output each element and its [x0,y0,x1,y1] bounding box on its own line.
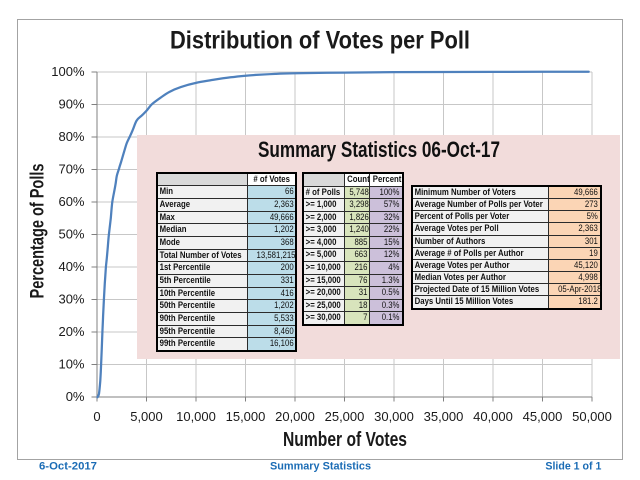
svg-text:Summary Statistics: Summary Statistics [270,461,371,473]
svg-text:5,000: 5,000 [130,409,163,424]
svg-text:90%: 90% [58,97,84,112]
svg-text:70%: 70% [58,162,84,177]
svg-text:20%: 20% [58,324,84,339]
svg-text:15,000: 15,000 [226,409,266,424]
svg-text:10,000: 10,000 [176,409,216,424]
svg-text:40,000: 40,000 [473,409,513,424]
svg-text:50%: 50% [58,227,84,242]
svg-text:0%: 0% [66,389,85,404]
svg-text:50,000: 50,000 [572,409,612,424]
svg-text:0: 0 [93,409,100,424]
svg-text:45,000: 45,000 [523,409,563,424]
svg-text:30,000: 30,000 [374,409,414,424]
svg-text:35,000: 35,000 [424,409,464,424]
svg-text:30%: 30% [58,292,84,307]
svg-text:20,000: 20,000 [275,409,315,424]
svg-text:6-Oct-2017: 6-Oct-2017 [39,461,97,473]
svg-text:100%: 100% [51,64,85,79]
svg-text:10%: 10% [58,357,84,372]
svg-text:Percentage of Polls: Percentage of Polls [28,164,49,299]
svg-text:80%: 80% [58,129,84,144]
svg-text:40%: 40% [58,259,84,274]
svg-text:60%: 60% [58,194,84,209]
svg-text:Slide 1 of 1: Slide 1 of 1 [545,461,601,473]
svg-text:25,000: 25,000 [325,409,365,424]
svg-text:Summary Statistics 06-Oct-17: Summary Statistics 06-Oct-17 [258,137,500,162]
svg-text:Distribution of Votes per Poll: Distribution of Votes per Poll [170,27,470,55]
svg-text:Number of Votes: Number of Votes [283,429,407,451]
